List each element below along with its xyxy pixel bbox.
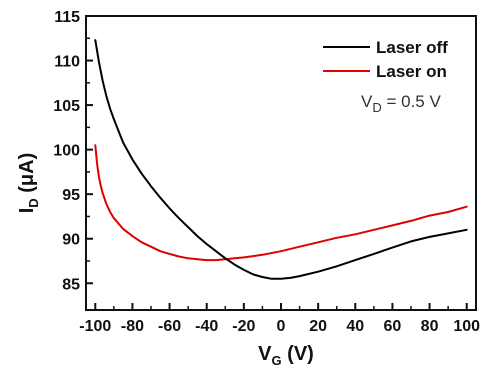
x-tick-label: 0 bbox=[277, 318, 286, 335]
x-axis-title-main: V bbox=[258, 343, 272, 365]
y-axis-title-main: I bbox=[16, 208, 38, 214]
y-axis-title-unit: (μA) bbox=[16, 153, 38, 199]
x-axis-ticks: -100 -80 -60 -40 -20 0 20 40 60 80 100 bbox=[79, 303, 480, 335]
x-tick-label: 60 bbox=[384, 318, 402, 335]
y-tick-label: 85 bbox=[62, 276, 80, 293]
x-axis-title-sub: G bbox=[272, 353, 282, 368]
x-tick-label: -80 bbox=[121, 318, 144, 335]
plot-area: -100 -80 -60 -40 -20 0 20 40 60 80 100 85 90 95 100 10… bbox=[53, 9, 480, 335]
y-tick-label: 110 bbox=[54, 54, 80, 71]
x-tick-label: -60 bbox=[158, 318, 181, 335]
series-layer bbox=[94, 39, 468, 280]
y-axis-ticks: 85 90 95 100 105 110 115 bbox=[53, 9, 93, 293]
x-tick-label: -100 bbox=[79, 318, 111, 335]
y-tick-label: 100 bbox=[53, 143, 80, 160]
y-axis-title-sub: D bbox=[26, 198, 41, 207]
annotation-vd-rest: = 0.5 V bbox=[382, 92, 442, 111]
y-tick-label: 105 bbox=[53, 98, 80, 115]
x-tick-label: 20 bbox=[309, 318, 327, 335]
series-line-laser-on bbox=[94, 144, 468, 262]
x-tick-label: 100 bbox=[453, 318, 480, 335]
x-tick-label: 40 bbox=[346, 318, 364, 335]
y-tick-label: 95 bbox=[62, 187, 80, 204]
annotation-vd: VD = 0.5 V bbox=[361, 92, 441, 115]
y-axis-title: ID (μA) bbox=[16, 153, 41, 214]
y-tick-label: 90 bbox=[62, 232, 80, 249]
legend-label-laser-off: Laser off bbox=[376, 38, 448, 57]
x-axis-title-unit: (V) bbox=[282, 343, 314, 365]
annotation-vd-main: V bbox=[361, 92, 373, 111]
legend-label-laser-on: Laser on bbox=[376, 62, 447, 81]
series-line-laser-off bbox=[94, 39, 468, 280]
annotation-vd-sub: D bbox=[372, 100, 381, 115]
x-tick-label: -40 bbox=[195, 318, 218, 335]
x-tick-label: -20 bbox=[232, 318, 255, 335]
x-tick-label: 80 bbox=[421, 318, 439, 335]
y-tick-label: 115 bbox=[54, 9, 80, 26]
legend: Laser off Laser on bbox=[323, 38, 448, 81]
x-axis-title: VG (V) bbox=[258, 343, 314, 368]
